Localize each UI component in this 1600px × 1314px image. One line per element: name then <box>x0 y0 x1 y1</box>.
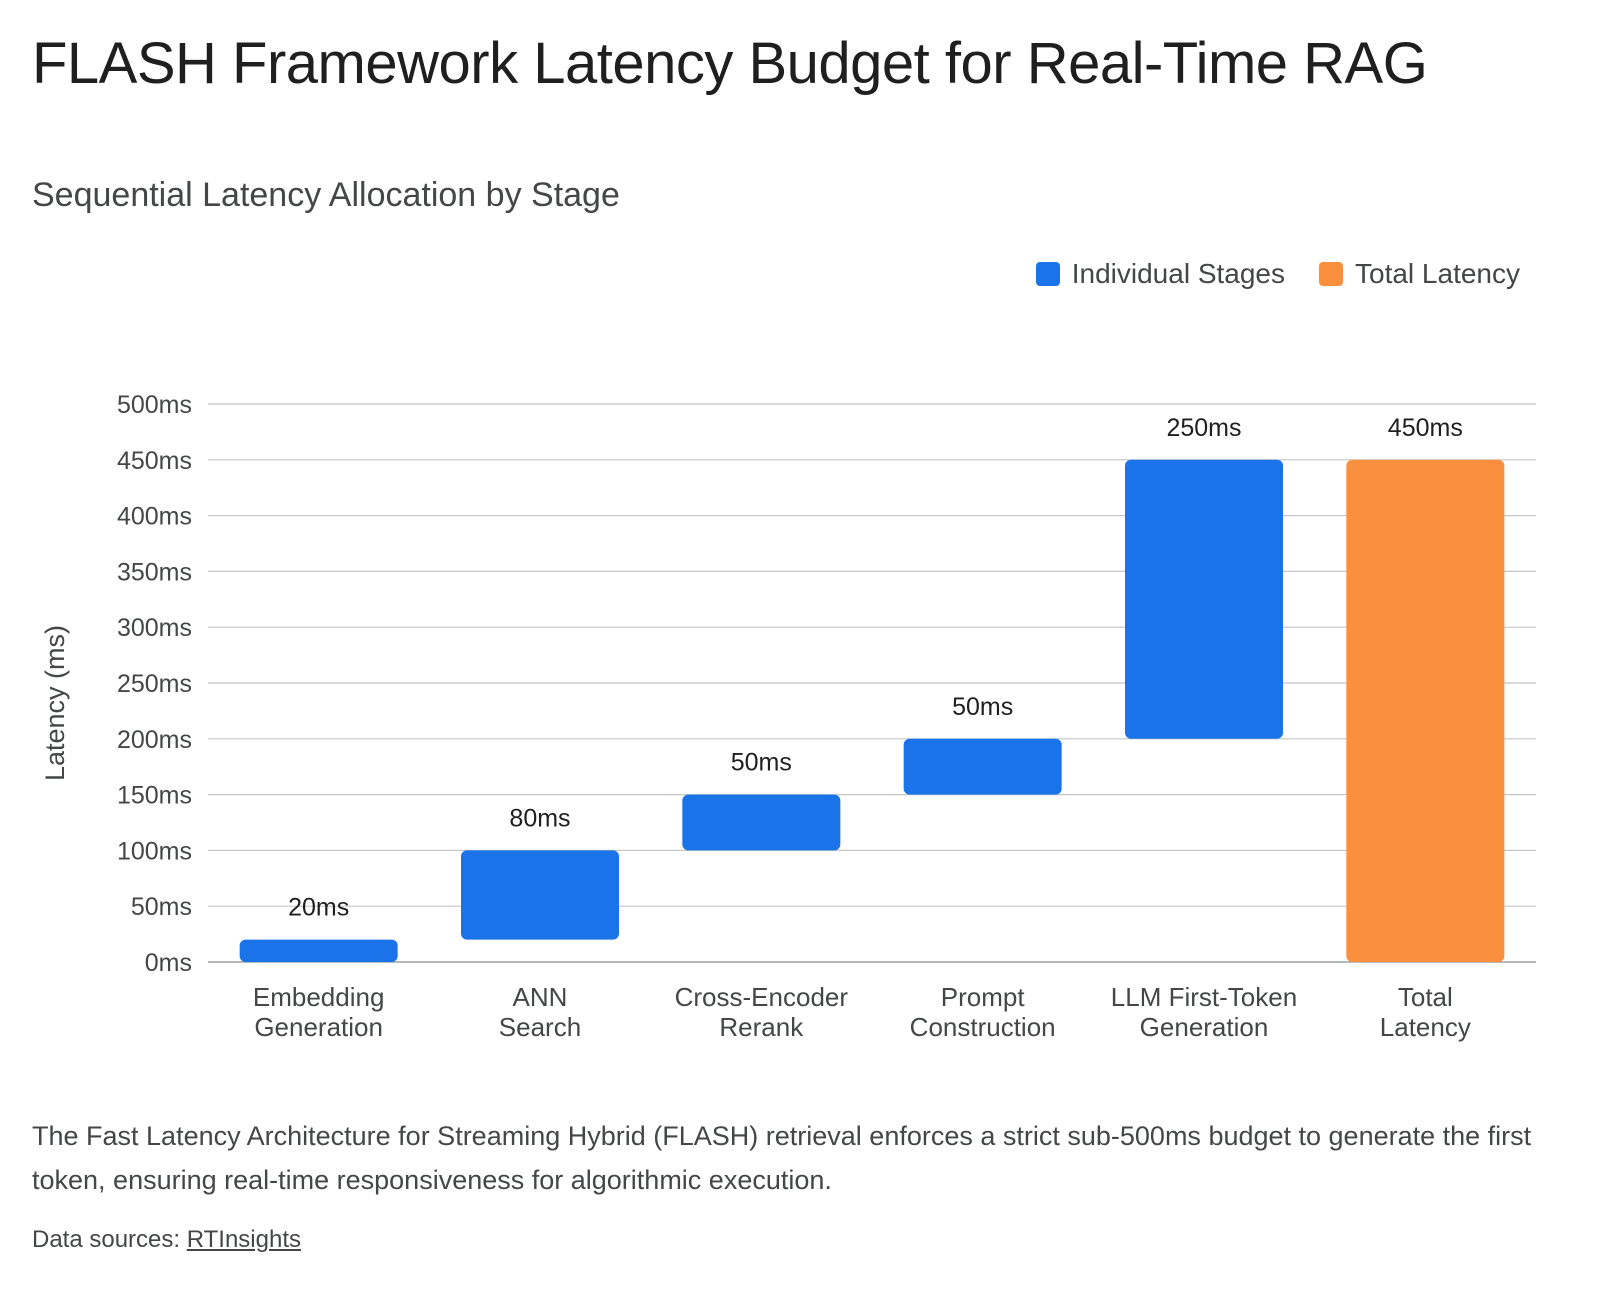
legend-label-total: Total Latency <box>1355 258 1520 289</box>
y-tick-label-100: 100ms <box>117 837 192 865</box>
y-tick-label-150: 150ms <box>117 782 192 810</box>
x-tick-label-5-line-1: LLM First-Token <box>1111 982 1297 1012</box>
chart-subtitle: Sequential Latency Allocation by Stage <box>32 176 620 214</box>
x-tick-label-6-line-2: Latency <box>1380 1012 1471 1042</box>
x-tick-label-1-line-2: Generation <box>254 1012 383 1042</box>
x-tick-label-2-line-2: Search <box>499 1012 581 1042</box>
y-tick-label-450: 450ms <box>117 447 192 475</box>
x-tick-label-2-line-1: ANN <box>513 982 568 1012</box>
chart-legend: Individual Stages Total Latency <box>1035 258 1520 290</box>
y-tick-label-0: 0ms <box>145 949 192 977</box>
page-title: FLASH Framework Latency Budget for Real-… <box>32 31 1428 96</box>
x-tick-label-6-line-1: Total <box>1398 982 1453 1012</box>
source-link-rtinsights[interactable]: RTInsights <box>186 1226 302 1253</box>
legend-swatch-total <box>1319 262 1343 286</box>
bar-value-label-6: 450ms <box>1388 414 1463 442</box>
bar-stage-5 <box>1125 459 1283 739</box>
chart-description: The Fast Latency Architecture for Stream… <box>32 1121 1532 1195</box>
bar-stage-4 <box>903 738 1062 795</box>
y-axis-title: Latency (ms) <box>40 625 70 781</box>
y-tick-label-400: 400ms <box>117 503 192 531</box>
y-tick-label-200: 200ms <box>117 726 192 754</box>
bar-value-label-3: 50ms <box>731 749 792 777</box>
bar-value-label-5: 250ms <box>1166 414 1241 442</box>
bar-value-label-4: 50ms <box>952 693 1013 721</box>
x-tick-label-5-line-2: Generation <box>1140 1012 1269 1042</box>
bar-total <box>1346 459 1505 962</box>
x-tick-label-3-line-1: Cross-Encoder <box>675 982 849 1012</box>
bar-stage-2 <box>461 850 619 940</box>
legend-item-stages: Individual Stages <box>1035 258 1285 290</box>
y-tick-label-500: 500ms <box>117 391 192 419</box>
bar-value-label-1: 20ms <box>288 894 349 922</box>
legend-swatch-stages <box>1035 262 1060 286</box>
y-tick-label-350: 350ms <box>117 558 192 586</box>
y-tick-label-300: 300ms <box>117 614 192 642</box>
bar-stage-3 <box>682 794 841 851</box>
x-tick-label-3-line-2: Rerank <box>719 1012 804 1042</box>
data-sources: Data sources: RTInsights <box>32 1226 301 1254</box>
legend-label-stages: Individual Stages <box>1071 258 1285 289</box>
x-tick-label-4-line-1: Prompt <box>941 982 1026 1012</box>
y-tick-label-250: 250ms <box>117 670 192 698</box>
data-sources-prefix: Data sources: <box>32 1226 187 1253</box>
x-tick-label-1-line-1: Embedding <box>253 982 385 1012</box>
x-tick-label-4-line-2: Construction <box>910 1012 1056 1042</box>
latency-waterfall-chart: 0ms 50ms 100ms 150ms 200ms 250ms 300ms 350ms 400… <box>40 391 1536 1042</box>
y-tick-label-50: 50ms <box>131 893 192 921</box>
legend-item-total: Total Latency <box>1319 258 1520 290</box>
bar-value-label-2: 80ms <box>509 804 570 832</box>
bar-stage-1 <box>239 939 398 962</box>
